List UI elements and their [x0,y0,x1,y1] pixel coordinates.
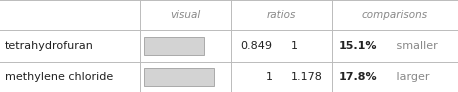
Bar [144,68,214,86]
Text: larger: larger [393,72,430,82]
Text: 17.8%: 17.8% [339,72,377,82]
Text: 1.178: 1.178 [291,72,323,82]
Text: visual: visual [170,10,201,20]
Text: 15.1%: 15.1% [339,41,377,51]
Text: 1: 1 [266,72,273,82]
Text: 0.849: 0.849 [240,41,273,51]
Text: smaller: smaller [393,41,438,51]
Text: methylene chloride: methylene chloride [5,72,113,82]
Text: comparisons: comparisons [362,10,428,20]
Text: 1: 1 [291,41,298,51]
Bar [144,37,204,55]
Text: ratios: ratios [267,10,296,20]
Text: tetrahydrofuran: tetrahydrofuran [5,41,93,51]
